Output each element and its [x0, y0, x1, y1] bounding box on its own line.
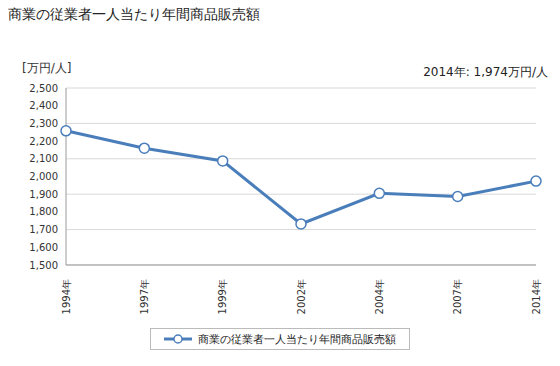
- svg-text:1,700: 1,700: [29, 224, 58, 235]
- svg-text:2004年: 2004年: [374, 279, 385, 314]
- svg-text:2,500: 2,500: [29, 83, 58, 94]
- svg-text:1997年: 1997年: [139, 279, 150, 314]
- svg-text:2,400: 2,400: [29, 100, 58, 111]
- html-text:2014年: 1,974万円/人: 2014年: 1,974万円/人: [423, 65, 548, 79]
- svg-text:1999年: 1999年: [217, 279, 228, 314]
- svg-text:1,800: 1,800: [29, 206, 58, 217]
- svg-text:1,900: 1,900: [29, 189, 58, 200]
- html-text:[万円/人]: [万円/人]: [22, 61, 72, 75]
- svg-text:2007年: 2007年: [452, 279, 463, 314]
- html-text:商業の従業者一人当たり年間商品販売額: 商業の従業者一人当たり年間商品販売額: [8, 6, 260, 22]
- html-text:商業の従業者一人当たり年間商品販売額: 商業の従業者一人当たり年間商品販売額: [198, 332, 396, 346]
- svg-text:2,000: 2,000: [29, 171, 58, 182]
- svg-text:1,600: 1,600: [29, 242, 58, 253]
- svg-text:2,100: 2,100: [29, 153, 58, 164]
- svg-text:1994年: 1994年: [61, 279, 72, 314]
- svg-text:2,300: 2,300: [29, 118, 58, 129]
- svg-text:2,200: 2,200: [29, 136, 58, 147]
- svg-text:2014年: 2014年: [531, 279, 542, 314]
- svg-text:2002年: 2002年: [296, 279, 307, 314]
- svg-text:1,500: 1,500: [29, 260, 58, 271]
